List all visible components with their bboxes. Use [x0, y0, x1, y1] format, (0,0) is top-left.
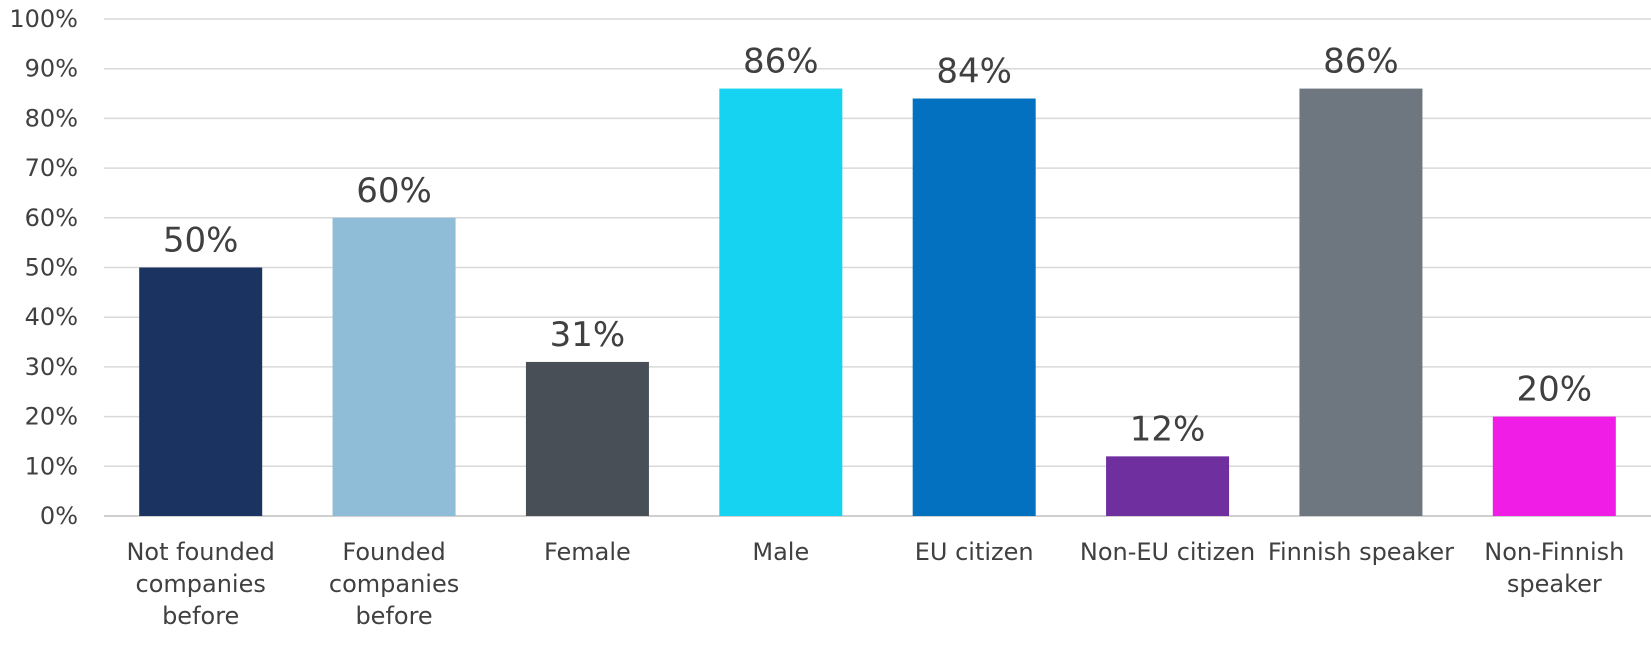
category-label: Founded companies before: [329, 538, 459, 630]
category-label-line: Non-Finnish: [1484, 538, 1624, 566]
category-label-line: speaker: [1507, 570, 1602, 598]
y-tick-label: 60%: [25, 204, 78, 232]
data-label: 12%: [1130, 409, 1206, 449]
y-tick-label: 10%: [25, 452, 78, 480]
category-label: Female: [544, 538, 631, 566]
category-label-line: Founded: [342, 538, 445, 566]
y-tick-label: 0%: [40, 502, 78, 530]
category-label-line: Non-EU citizen: [1080, 538, 1255, 566]
category-label: Non-EU citizen: [1080, 538, 1255, 566]
category-label: Finnish speaker: [1268, 538, 1454, 566]
bar: [719, 88, 843, 516]
category-label: EU citizen: [915, 538, 1034, 566]
bar: [912, 98, 1036, 517]
category-label-line: before: [355, 602, 432, 630]
bar: [332, 217, 456, 517]
category-label-line: Finnish speaker: [1268, 538, 1454, 566]
y-tick-label: 100%: [9, 5, 78, 33]
y-tick-label: 40%: [25, 303, 78, 331]
bar: [139, 267, 263, 516]
category-label-line: companies: [329, 570, 459, 598]
category-label-line: companies: [136, 570, 266, 598]
data-label: 20%: [1517, 370, 1593, 410]
data-label: 86%: [1323, 42, 1399, 82]
category-label-line: before: [162, 602, 239, 630]
category-label: Male: [752, 538, 809, 566]
data-label: 31%: [550, 315, 626, 355]
y-tick-label: 80%: [25, 104, 78, 132]
data-label: 86%: [743, 42, 819, 82]
category-label-line: Male: [752, 538, 809, 566]
category-label-line: EU citizen: [915, 538, 1034, 566]
bar: [1106, 456, 1230, 516]
y-tick-label: 50%: [25, 254, 78, 282]
y-tick-label: 20%: [25, 403, 78, 431]
x-axis-category-labels: Not founded companies before Founded compani…: [126, 538, 1624, 630]
data-label: 84%: [936, 52, 1012, 92]
y-tick-label: 30%: [25, 353, 78, 381]
bar: [1299, 88, 1423, 516]
category-label: Not founded companies before: [126, 538, 274, 630]
bar: [1492, 416, 1616, 516]
y-tick-label: 90%: [25, 55, 78, 83]
bar: [525, 361, 649, 516]
category-label-line: Not founded: [126, 538, 274, 566]
bars: [139, 88, 1616, 517]
y-axis-tick-labels: 0% 10% 20% 30% 40% 50% 60% 70% 80% 90% 100%: [9, 5, 78, 530]
data-label: 60%: [356, 171, 432, 211]
category-label-line: Female: [544, 538, 631, 566]
data-labels: 50% 60% 31% 86% 84% 12% 86% 20%: [163, 42, 1592, 450]
data-label: 50%: [163, 221, 239, 261]
y-tick-label: 70%: [25, 154, 78, 182]
category-label: Non-Finnish speaker: [1484, 538, 1624, 598]
